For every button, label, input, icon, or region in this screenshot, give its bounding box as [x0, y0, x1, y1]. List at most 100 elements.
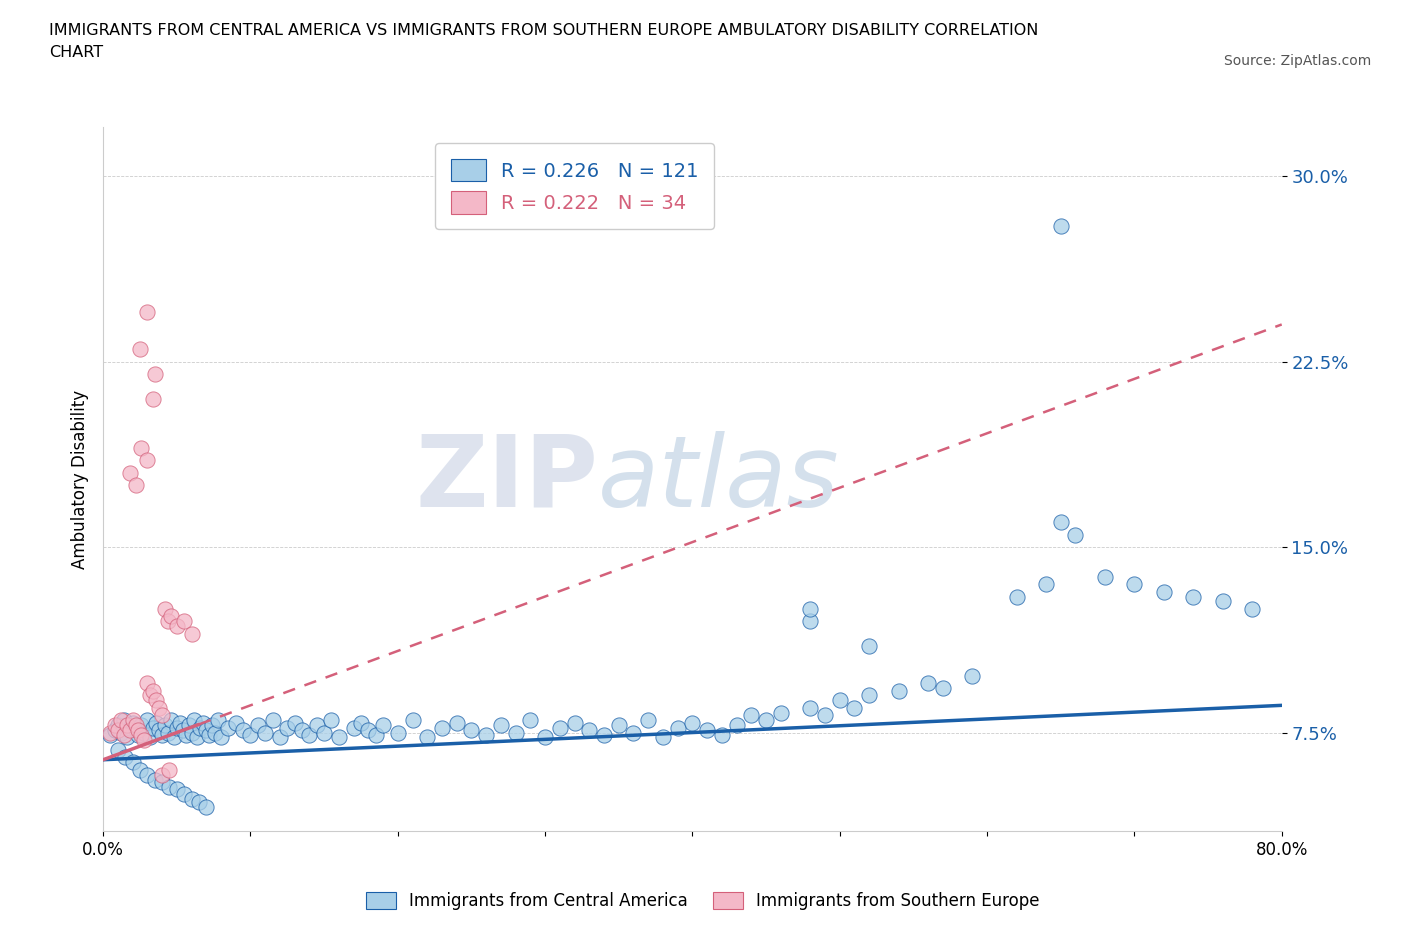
Point [110, 725, 132, 740]
Point [156, 614, 179, 629]
Point [148, 700, 170, 715]
Point [430, 720, 453, 735]
Point [195, 723, 218, 737]
Point [623, 725, 645, 740]
Point [150, 767, 173, 782]
Point [1049, 515, 1071, 530]
Point [204, 725, 226, 740]
Point [217, 720, 239, 735]
Point [201, 718, 224, 733]
Point [195, 799, 218, 814]
Point [254, 725, 277, 740]
Point [124, 718, 146, 733]
Point [262, 712, 284, 727]
Point [269, 730, 291, 745]
Point [169, 715, 191, 730]
Point [160, 609, 183, 624]
Point [387, 725, 409, 740]
Point [342, 720, 364, 735]
Point [1035, 577, 1057, 591]
Point [160, 712, 183, 727]
Point [142, 392, 165, 406]
Point [364, 727, 387, 742]
Point [150, 727, 173, 742]
Point [187, 794, 209, 809]
Point [276, 720, 298, 735]
Point [932, 681, 955, 696]
Point [534, 730, 557, 745]
Point [107, 723, 129, 737]
Point [156, 725, 179, 740]
Point [131, 727, 153, 742]
Text: atlas: atlas [598, 431, 839, 527]
Point [129, 341, 152, 356]
Point [124, 723, 146, 737]
Point [887, 683, 910, 698]
Point [1182, 589, 1205, 604]
Point [174, 727, 197, 742]
Point [153, 718, 176, 733]
Point [858, 639, 880, 654]
Point [725, 718, 748, 733]
Point [371, 718, 394, 733]
Point [166, 782, 188, 797]
Point [183, 712, 205, 727]
Point [740, 708, 762, 723]
Point [1212, 594, 1234, 609]
Point [180, 791, 202, 806]
Point [564, 715, 586, 730]
Point [112, 712, 135, 727]
Point [858, 688, 880, 703]
Point [110, 712, 132, 727]
Point [131, 718, 153, 733]
Point [166, 720, 188, 735]
Point [198, 727, 221, 742]
Point [666, 720, 689, 735]
Point [475, 727, 498, 742]
Point [350, 715, 373, 730]
Text: IMMIGRANTS FROM CENTRAL AMERICA VS IMMIGRANTS FROM SOUTHERN EUROPE AMBULATORY DI: IMMIGRANTS FROM CENTRAL AMERICA VS IMMIG… [49, 23, 1039, 60]
Point [305, 718, 328, 733]
Point [505, 725, 527, 740]
Point [124, 478, 146, 493]
Legend: Immigrants from Central America, Immigrants from Southern Europe: Immigrants from Central America, Immigra… [360, 885, 1046, 917]
Point [209, 730, 232, 745]
Point [100, 725, 122, 740]
Point [159, 779, 181, 794]
Point [142, 720, 165, 735]
Point [207, 712, 229, 727]
Point [153, 602, 176, 617]
Point [401, 712, 423, 727]
Point [578, 723, 600, 737]
Point [114, 750, 136, 764]
Point [814, 708, 837, 723]
Point [121, 755, 143, 770]
Point [118, 723, 141, 737]
Text: ZIP: ZIP [415, 431, 598, 527]
Point [1241, 602, 1264, 617]
Point [172, 723, 194, 737]
Point [100, 727, 122, 742]
Point [755, 712, 778, 727]
Point [136, 305, 159, 320]
Point [298, 727, 321, 742]
Point [115, 730, 138, 745]
Point [489, 718, 512, 733]
Point [799, 602, 821, 617]
Point [142, 683, 165, 698]
Point [163, 730, 186, 745]
Point [118, 720, 141, 735]
Point [177, 718, 200, 733]
Point [143, 772, 166, 787]
Legend: R = 0.226   N = 121, R = 0.222   N = 34: R = 0.226 N = 121, R = 0.222 N = 34 [434, 143, 714, 229]
Point [159, 763, 181, 777]
Point [150, 775, 173, 790]
Point [127, 727, 149, 742]
Point [150, 708, 173, 723]
Point [134, 733, 156, 748]
Point [145, 715, 167, 730]
Point [460, 723, 482, 737]
Y-axis label: Ambulatory Disability: Ambulatory Disability [72, 390, 89, 568]
Point [246, 718, 269, 733]
Point [357, 723, 380, 737]
